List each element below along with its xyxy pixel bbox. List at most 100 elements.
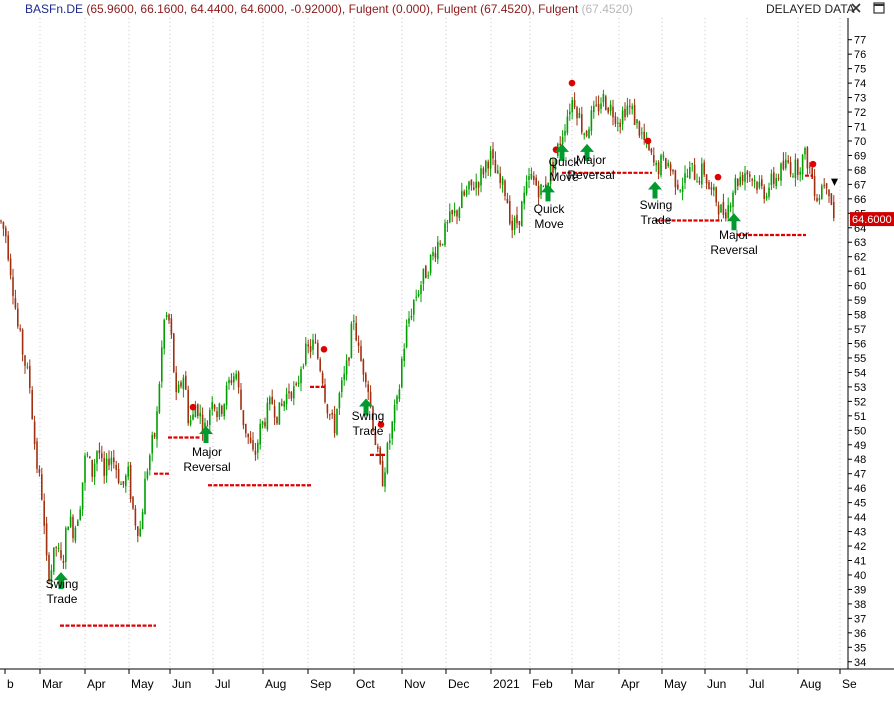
x-tick-label: Aug (800, 677, 821, 691)
buy-arrow-icon (541, 184, 555, 202)
annotation-label: Move (549, 170, 579, 184)
candle-body (333, 413, 336, 434)
y-tick-label: 77 (854, 35, 866, 47)
maximize-icon[interactable] (871, 0, 887, 16)
candle-body (744, 173, 746, 182)
candle-body (228, 379, 230, 384)
candle-body (629, 105, 631, 107)
candle-body (650, 148, 653, 153)
candle-body (602, 93, 605, 103)
candle-body (655, 162, 657, 166)
candle-body (756, 181, 758, 190)
y-tick-label: 39 (854, 584, 866, 596)
candle-body (360, 346, 362, 361)
candle-body (665, 158, 667, 169)
candle-body (420, 285, 422, 295)
candle-body (391, 421, 393, 439)
candle-body (240, 389, 242, 410)
candle-body (638, 121, 641, 136)
candle-body (146, 471, 149, 479)
candle-body (571, 100, 573, 113)
buy-arrow-icon (359, 398, 373, 416)
buy-arrow-icon (580, 143, 594, 161)
candle-body (684, 173, 686, 183)
candle-body (266, 402, 269, 430)
candle-body (29, 365, 31, 388)
y-tick-label: 37 (854, 613, 866, 625)
candle-body (300, 369, 302, 384)
y-tick-label: 67 (854, 179, 866, 191)
candle-body (357, 342, 360, 346)
candle-body (792, 175, 794, 177)
buy-arrow-icon (54, 572, 68, 590)
candle-body (386, 443, 389, 473)
candle-body (398, 389, 401, 400)
candle-body (600, 103, 602, 109)
candle-body (374, 431, 377, 446)
candle-body (389, 440, 391, 444)
candle-body (278, 402, 281, 425)
candle-body (110, 457, 113, 465)
candle-body (276, 416, 278, 424)
y-tick-label: 36 (854, 628, 866, 640)
candle-body (307, 344, 309, 347)
candle-body (677, 184, 679, 189)
candle-body (9, 258, 12, 276)
candle-body (161, 347, 163, 382)
candle-body (456, 210, 458, 217)
candle-body (581, 114, 583, 133)
candle-body (317, 342, 319, 359)
candle-body (125, 475, 127, 487)
candle-body (338, 393, 341, 409)
candle-body (149, 455, 151, 471)
candle-body (415, 296, 417, 298)
candle-body (321, 373, 324, 384)
separator: , (341, 2, 346, 16)
candle-body (657, 162, 660, 175)
candle-body (329, 414, 331, 416)
candle-body (809, 166, 811, 168)
candle-body (480, 168, 482, 186)
candle-body (285, 393, 288, 405)
candle-body (444, 223, 446, 246)
candle-body (156, 411, 158, 440)
candle-body (746, 171, 749, 175)
candle-body (259, 423, 261, 445)
candle-body (235, 373, 237, 379)
candle-body (336, 408, 338, 435)
buy-arrow-icon (727, 213, 741, 231)
candle-body (624, 108, 626, 118)
candle-body (566, 116, 569, 133)
candle-body (561, 136, 564, 145)
indicator2-name: Fulgent (436, 2, 477, 16)
candle-body (297, 382, 300, 384)
candle-body (187, 389, 189, 424)
candle-body (823, 184, 825, 186)
signal-dot (568, 79, 576, 87)
candle-body (449, 211, 451, 223)
candle-body (180, 382, 182, 387)
candle-body (103, 458, 105, 476)
candle-body (249, 437, 252, 443)
candle-body (7, 235, 9, 260)
candle-body (98, 450, 101, 454)
grid (39, 18, 841, 669)
candle-body (379, 447, 381, 464)
candle-body (689, 167, 691, 179)
annotation-label: Trade (353, 424, 384, 438)
candle-body (312, 339, 314, 350)
candle-body (461, 191, 463, 209)
close-icon[interactable] (848, 0, 864, 16)
candle-body (482, 168, 485, 175)
candle-body (192, 414, 194, 420)
y-tick-label: 73 (854, 93, 866, 105)
candle-body (81, 482, 84, 510)
annotation-label: Major (576, 153, 606, 167)
candle-body (545, 184, 547, 188)
candle-body (189, 420, 192, 425)
candle-body (768, 187, 770, 197)
annotations: SwingTradeMajorReversalSwingTradeQuickMo… (46, 153, 838, 606)
candle-body (141, 512, 144, 530)
candle-body (765, 195, 768, 199)
candle-body (96, 451, 98, 464)
